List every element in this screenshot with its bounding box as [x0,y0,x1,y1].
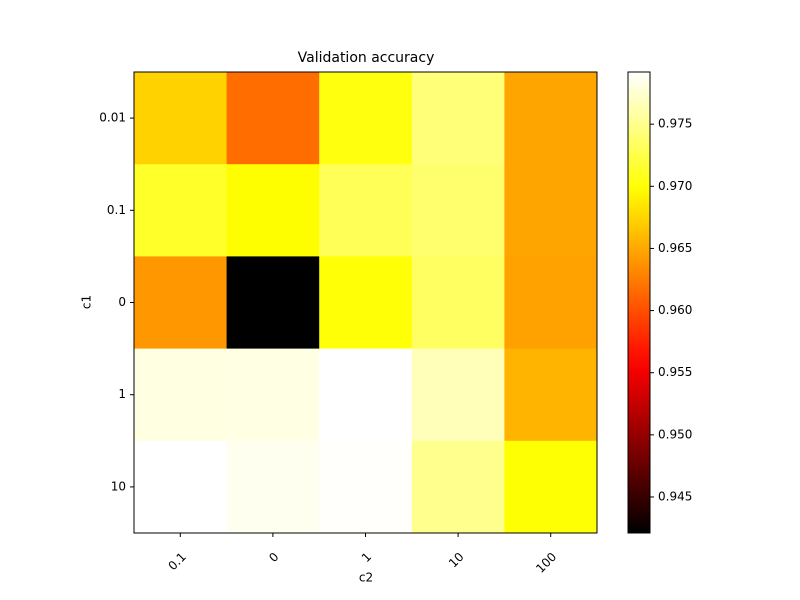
x-tick-label: 1 [359,550,374,565]
heatmap-cell [411,440,505,534]
colorbar-tick-label: 0.965 [658,241,692,255]
heatmap-cell [319,256,413,350]
heatmap-cell [134,164,228,257]
colorbar-tick-label: 0.955 [658,365,692,379]
heatmap-cell [504,440,598,534]
heatmap-cell [319,348,413,442]
colorbar-tick-label: 0.945 [658,489,692,503]
colorbar-tick-label: 0.960 [658,303,692,317]
heatmap-cell [134,256,228,350]
heatmap-cell [319,164,413,257]
y-axis-label: c1 [80,295,94,309]
heatmap-cell [411,256,505,350]
heatmap-cell [504,164,598,257]
heatmap-cell [134,72,228,165]
heatmap-cell [226,164,320,257]
heatmap-cell [226,440,320,534]
colorbar-tick-label: 0.950 [658,427,692,441]
y-tick-label: 0.01 [99,111,126,125]
heatmap-cell [319,440,413,534]
heatmap-cell [226,348,320,442]
x-tick-label: 100 [533,550,559,576]
x-tick-label: 0 [266,550,281,565]
colorbar [627,71,651,534]
y-tick-label: 0 [118,295,126,309]
heatmap-cell [504,348,598,442]
x-tick-label: 0.1 [165,550,188,573]
x-tick-label: 10 [446,550,467,571]
heatmap-cell [226,256,320,350]
heatmap-cell [504,256,598,350]
colorbar-tick-label: 0.970 [658,179,692,193]
y-tick-label: 10 [111,479,126,493]
y-tick-label: 0.1 [107,203,126,217]
colorbar-tick-label: 0.975 [658,117,692,131]
heatmap-cell [134,440,228,534]
chart-title: Validation accuracy [298,50,435,66]
heatmap-cell [411,348,505,442]
heatmap-cell [411,72,505,165]
heatmap-cell [134,348,228,442]
heatmap-cell [411,164,505,257]
x-axis-label: c2 [359,571,373,585]
y-tick-label: 1 [118,387,126,401]
heatmap-cell [319,72,413,165]
heatmap-cell [504,72,598,165]
heatmap-cell [226,72,320,165]
